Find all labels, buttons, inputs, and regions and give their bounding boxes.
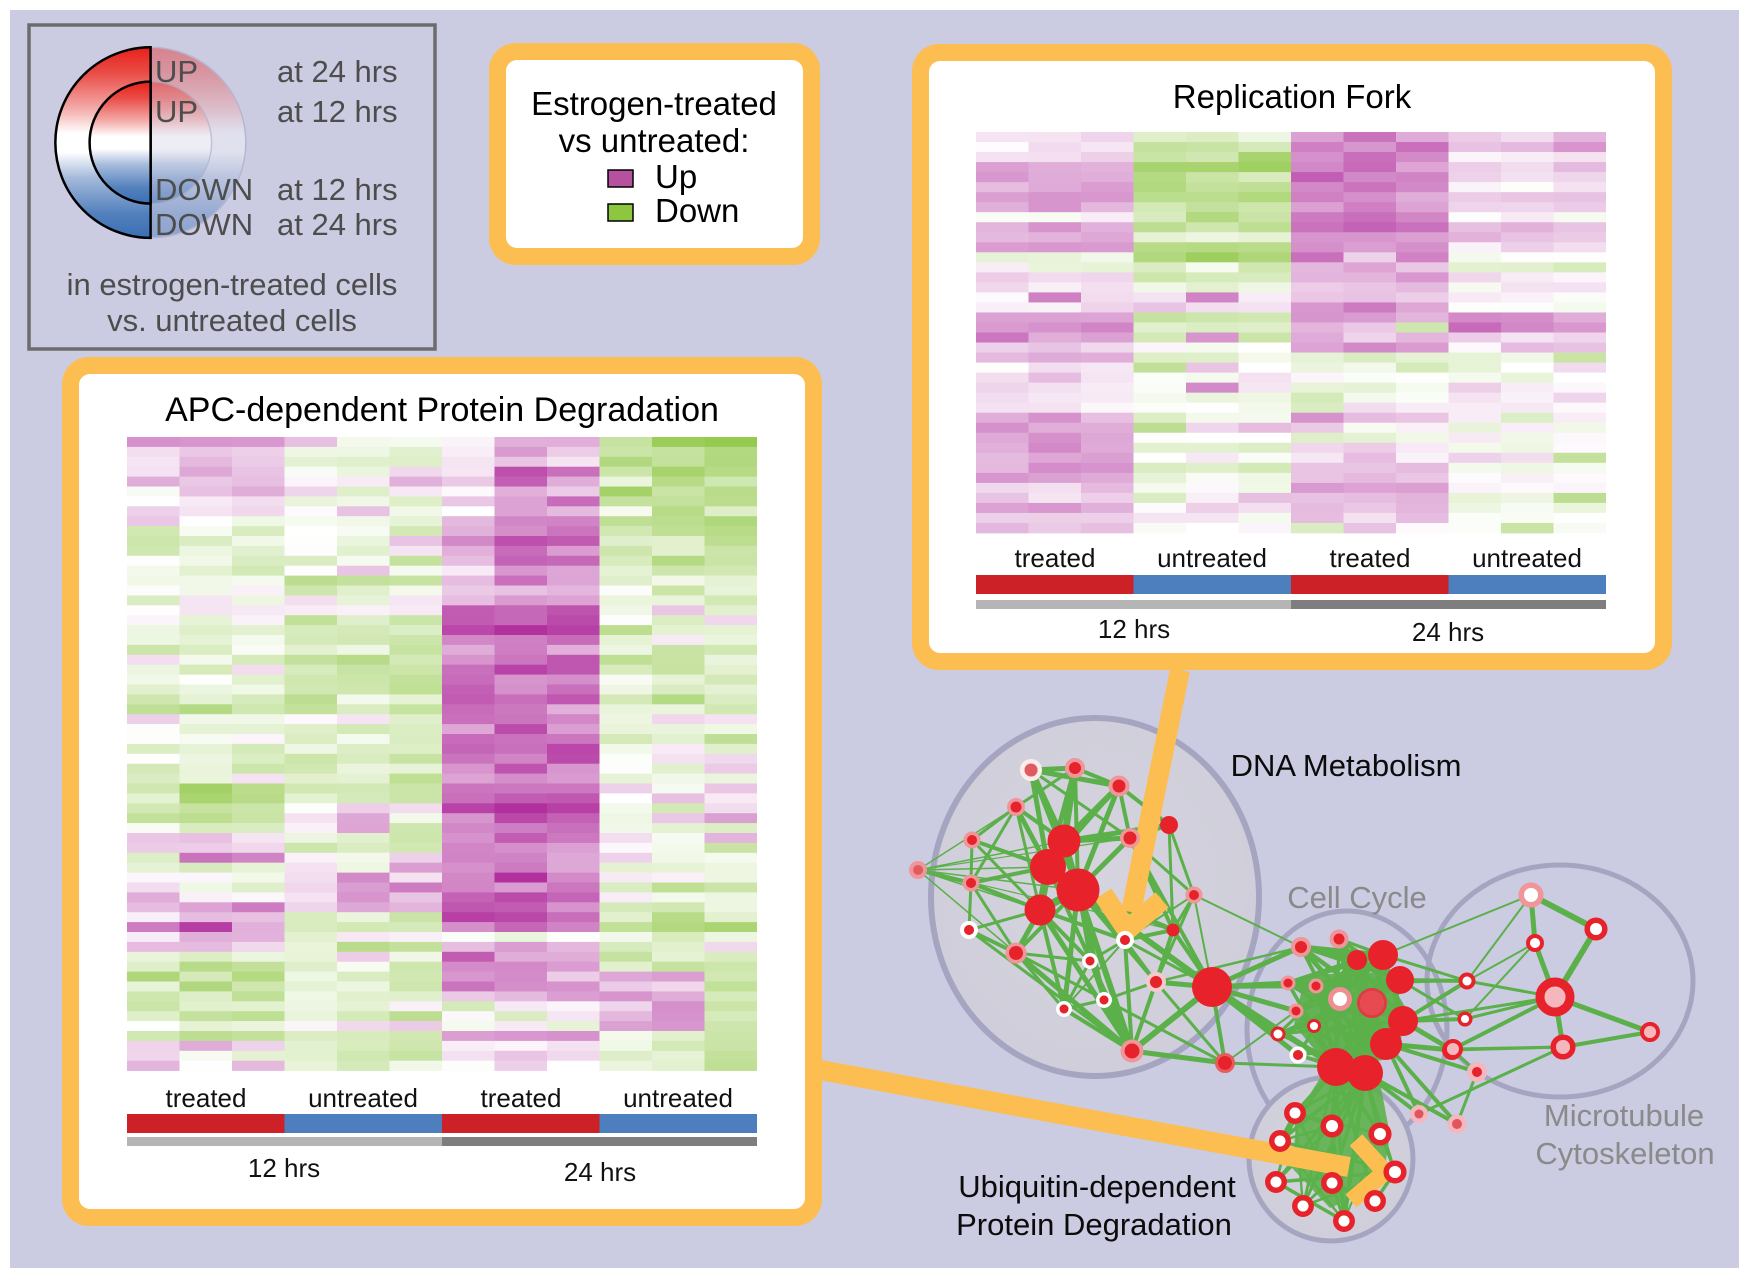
svg-text:Down: Down (655, 192, 739, 229)
svg-text:at 12 hrs: at 12 hrs (277, 172, 398, 207)
svg-text:APC-dependent Protein Degradat: APC-dependent Protein Degradation (165, 391, 719, 429)
svg-text:Estrogen-treated: Estrogen-treated (531, 85, 777, 122)
svg-text:vs. untreated cells: vs. untreated cells (107, 303, 357, 338)
svg-text:Up: Up (655, 158, 697, 195)
svg-text:24 hrs: 24 hrs (1412, 617, 1484, 647)
svg-text:untreated: untreated (308, 1083, 418, 1113)
svg-text:at 24 hrs: at 24 hrs (277, 207, 398, 242)
svg-text:DOWN: DOWN (155, 207, 253, 242)
svg-text:vs untreated:: vs untreated: (559, 122, 750, 159)
svg-text:24 hrs: 24 hrs (564, 1157, 636, 1187)
svg-text:Protein Degradation: Protein Degradation (956, 1207, 1232, 1242)
svg-text:treated: treated (1330, 543, 1411, 573)
svg-text:treated: treated (481, 1083, 562, 1113)
svg-text:DOWN: DOWN (155, 172, 253, 207)
svg-text:Ubiquitin-dependent: Ubiquitin-dependent (958, 1169, 1236, 1204)
svg-text:12 hrs: 12 hrs (1098, 614, 1170, 644)
svg-text:untreated: untreated (1472, 543, 1582, 573)
svg-text:untreated: untreated (1157, 543, 1267, 573)
svg-text:Replication Fork: Replication Fork (1173, 78, 1412, 115)
svg-text:at 24 hrs: at 24 hrs (277, 54, 398, 89)
svg-text:12 hrs: 12 hrs (248, 1153, 320, 1183)
svg-text:in estrogen-treated cells: in estrogen-treated cells (67, 267, 398, 302)
svg-text:untreated: untreated (623, 1083, 733, 1113)
svg-text:Microtubule: Microtubule (1544, 1098, 1704, 1133)
svg-text:UP: UP (155, 54, 198, 89)
svg-text:treated: treated (1015, 543, 1096, 573)
svg-text:DNA Metabolism: DNA Metabolism (1231, 748, 1462, 783)
svg-text:UP: UP (155, 94, 198, 129)
svg-text:at 12 hrs: at 12 hrs (277, 94, 398, 129)
svg-text:Cell Cycle: Cell Cycle (1287, 880, 1427, 915)
svg-text:treated: treated (166, 1083, 247, 1113)
svg-text:Cytoskeleton: Cytoskeleton (1535, 1136, 1714, 1171)
